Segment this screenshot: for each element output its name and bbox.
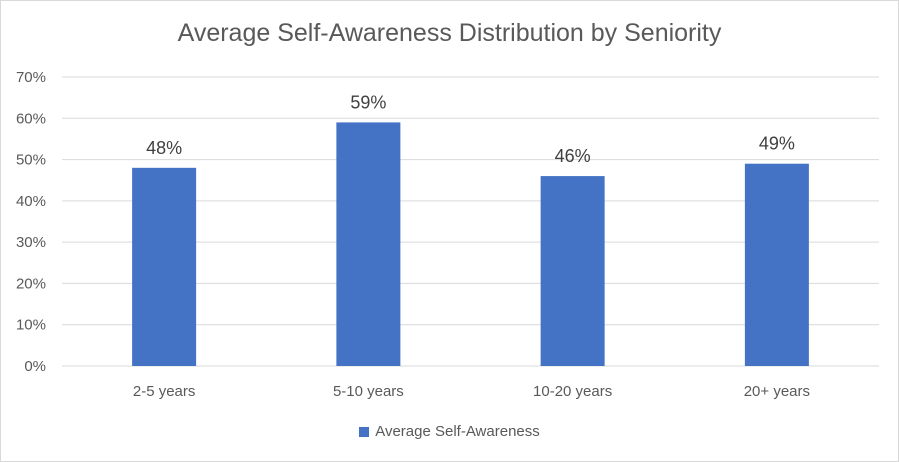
bar <box>336 122 401 367</box>
y-tick-label: 0% <box>24 358 46 375</box>
y-tick-label: 60% <box>16 110 46 127</box>
data-label: 46% <box>555 146 591 166</box>
legend: Average Self-Awareness <box>1 423 898 440</box>
x-tick-label: 10-20 years <box>533 383 612 400</box>
bar <box>132 167 197 366</box>
bar <box>540 176 605 366</box>
data-label: 48% <box>146 138 182 158</box>
chart-title: Average Self-Awareness Distribution by S… <box>177 19 722 47</box>
x-tick-label: 5-10 years <box>333 383 404 400</box>
y-tick-label: 30% <box>16 234 46 251</box>
y-tick-label: 50% <box>16 152 46 169</box>
legend-label: Average Self-Awareness <box>375 423 540 440</box>
y-tick-label: 10% <box>16 317 46 334</box>
bar <box>744 163 809 366</box>
data-label: 49% <box>759 134 795 154</box>
y-tick-label: 20% <box>16 275 46 292</box>
legend-swatch <box>359 426 370 437</box>
x-tick-label: 2-5 years <box>133 383 196 400</box>
data-label: 59% <box>350 92 386 112</box>
y-tick-label: 70% <box>16 69 46 86</box>
x-tick-label: 20+ years <box>744 383 810 400</box>
y-tick-label: 40% <box>16 193 46 210</box>
